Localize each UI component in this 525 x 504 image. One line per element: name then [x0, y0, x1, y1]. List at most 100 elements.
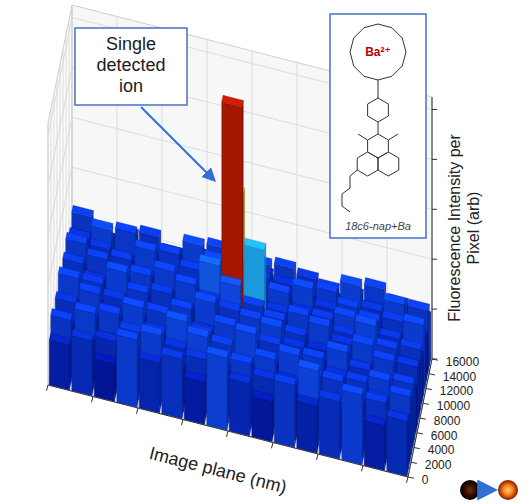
bar-top [75, 302, 97, 314]
bar-front [274, 380, 294, 448]
bar [342, 383, 364, 465]
bar-top [259, 333, 281, 345]
bar-side [411, 398, 412, 455]
x-tick [407, 477, 408, 483]
bar-top [96, 330, 118, 342]
bar [207, 346, 229, 430]
bar-top [403, 314, 425, 326]
bond [378, 122, 379, 134]
bar-front [364, 421, 384, 471]
ring [378, 152, 399, 176]
bar-top [115, 222, 137, 234]
callout-line: detected [96, 55, 165, 75]
bar-top [355, 314, 377, 326]
bar-top [90, 238, 112, 250]
bar-front [117, 335, 137, 408]
bar-top [352, 334, 374, 346]
bar [387, 410, 409, 477]
bar-side [422, 351, 423, 403]
bar-side [419, 361, 420, 418]
bar [162, 347, 184, 419]
bar [252, 390, 274, 442]
grid-line [48, 117, 72, 235]
bar [229, 372, 251, 436]
bar-front [387, 416, 407, 476]
bar-top [87, 248, 109, 260]
bar-top [397, 356, 419, 368]
bar-top [334, 306, 356, 318]
dot-before [460, 480, 480, 500]
chain [342, 170, 357, 212]
bar-side [429, 312, 430, 366]
bar-top [72, 329, 94, 341]
bar-top [393, 373, 415, 385]
grid-line [432, 97, 433, 359]
bar-top [369, 369, 391, 381]
bar-top [322, 370, 344, 382]
x-tick [137, 408, 138, 414]
bar-top [297, 394, 319, 406]
bar [72, 329, 94, 396]
bar-top [261, 316, 283, 328]
bar-top [364, 278, 386, 290]
bar-top [135, 240, 157, 252]
bar-side [159, 357, 160, 414]
bar-top [195, 291, 217, 303]
z-tick [432, 359, 437, 360]
grid-line [48, 17, 72, 135]
y-tick-label: 16000 [446, 355, 480, 369]
z-tick [432, 159, 437, 160]
bar [139, 351, 161, 413]
bar-top [384, 293, 406, 305]
y-tick-label: 6000 [431, 429, 458, 443]
bar-top [408, 299, 430, 311]
bar-front [252, 397, 272, 442]
bar-top [274, 373, 296, 385]
bar-top [51, 309, 73, 321]
bar-top [91, 218, 113, 230]
z-tick [432, 259, 437, 260]
bar-top [297, 268, 319, 280]
bar-side [413, 378, 414, 447]
ring [368, 98, 389, 122]
bar [184, 370, 206, 424]
bar-front [229, 379, 249, 437]
y-tick [417, 433, 423, 434]
bar-top [319, 390, 341, 402]
bar-side [294, 379, 295, 448]
crown-ring [350, 24, 406, 80]
bar-top [222, 95, 244, 107]
bar-top [186, 348, 208, 360]
bar [319, 390, 341, 459]
bar-top [199, 254, 221, 266]
bar-top [316, 281, 338, 293]
bar-top [183, 234, 205, 246]
x-axis-title: Image plane (nm) [147, 443, 289, 497]
bar-top [327, 341, 349, 353]
y-tick-label: 10000 [437, 399, 471, 413]
x-tick [182, 420, 183, 426]
bar-side [249, 377, 250, 436]
bar-front [49, 340, 69, 390]
y-tick-label: 0 [422, 473, 429, 487]
inset-caption: 18c6-nap+Ba [345, 220, 411, 232]
bar-front [72, 336, 92, 396]
bar-top [184, 370, 206, 382]
bar-top [139, 351, 161, 363]
bar-top [103, 288, 125, 300]
bar-front [297, 401, 317, 454]
bar-top [361, 300, 383, 312]
bar-top [147, 302, 169, 314]
left-wall [48, 5, 72, 385]
bar-top [346, 371, 368, 383]
bar-top [99, 303, 121, 315]
bar-top [240, 308, 262, 320]
bond [388, 134, 398, 140]
bar-top [349, 359, 371, 371]
bar-top [292, 277, 314, 289]
callout-line: ion [119, 76, 143, 96]
bar-top [106, 261, 128, 273]
bar [297, 394, 319, 453]
callout-text: Singledetectedion [96, 34, 165, 96]
bar-top [366, 392, 388, 404]
